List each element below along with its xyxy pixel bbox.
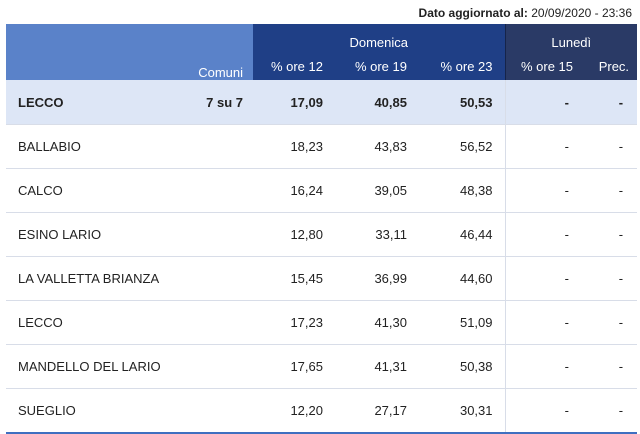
cell-ore-23: 56,52 xyxy=(419,124,506,169)
cell-ore-12: 17,65 xyxy=(253,344,335,389)
cell-name: MANDELLO DEL LARIO xyxy=(6,344,173,389)
cell-comuni xyxy=(173,124,253,169)
cell-name: SUEGLIO xyxy=(6,388,173,434)
table-row: LECCO 17,23 41,30 51,09- - xyxy=(6,300,638,345)
table-row: BALLABIO 18,23 43,83 56,52- - xyxy=(6,124,638,169)
header-blank xyxy=(6,24,173,80)
table-row: CALCO 16,24 39,05 48,38- - xyxy=(6,168,638,213)
cell-comuni xyxy=(173,300,253,345)
cell-prec: - xyxy=(583,388,638,434)
header-comuni: Comuni xyxy=(173,24,253,80)
table-body: LECCO 7 su 7 17,09 40,85 50,53 - - BALLA… xyxy=(6,80,638,434)
cell-ore-15: - xyxy=(504,124,584,169)
cell-ore-12: 15,45 xyxy=(253,256,335,301)
table-row: ESINO LARIO 12,80 33,11 46,44- - xyxy=(6,212,638,257)
cell-name: LA VALLETTA BRIANZA xyxy=(6,256,173,301)
cell-ore-23: 44,60 xyxy=(419,256,506,301)
cell-ore-23: 46,44 xyxy=(419,212,506,257)
cell-comuni: 7 su 7 xyxy=(173,80,253,125)
cell-prec: - xyxy=(583,168,638,213)
cell-ore-19: 43,83 xyxy=(335,124,419,169)
cell-ore-12: 12,80 xyxy=(253,212,335,257)
cell-ore-23: 30,31 xyxy=(419,388,506,434)
cell-ore-15: - xyxy=(504,80,584,125)
cell-ore-19: 41,30 xyxy=(335,300,419,345)
cell-ore-15: - xyxy=(504,168,584,213)
cell-ore-12: 12,20 xyxy=(253,388,335,434)
cell-prec: - xyxy=(583,344,638,389)
turnout-table: Comuni Domenica Lunedì % ore 12 % ore 19… xyxy=(6,24,638,434)
cell-ore-15: - xyxy=(504,388,584,434)
header-domenica: Domenica xyxy=(253,24,506,52)
cell-ore-12: 18,23 xyxy=(253,124,335,169)
cell-comuni xyxy=(173,168,253,213)
cell-ore-19: 39,05 xyxy=(335,168,419,213)
header-prec: Prec. xyxy=(583,52,638,80)
cell-ore-15: - xyxy=(504,212,584,257)
header-lunedi: Lunedì xyxy=(504,24,638,52)
table-row: SUEGLIO 12,20 27,17 30,31- - xyxy=(6,388,638,434)
cell-prec: - xyxy=(583,124,638,169)
cell-ore-23: 50,38 xyxy=(419,344,506,389)
cell-ore-12: 17,23 xyxy=(253,300,335,345)
cell-ore-12: 16,24 xyxy=(253,168,335,213)
update-timestamp: Dato aggiornato al: 20/09/2020 - 23:36 xyxy=(419,6,632,20)
table-row: MANDELLO DEL LARIO 17,65 41,31 50,38- - xyxy=(6,344,638,389)
table-row-total: LECCO 7 su 7 17,09 40,85 50,53 - - xyxy=(6,80,638,125)
cell-ore-15: - xyxy=(504,300,584,345)
cell-ore-19: 40,85 xyxy=(335,80,419,125)
cell-ore-15: - xyxy=(504,256,584,301)
cell-prec: - xyxy=(583,212,638,257)
cell-comuni xyxy=(173,388,253,434)
cell-name: LECCO xyxy=(6,80,173,125)
cell-ore-23: 48,38 xyxy=(419,168,506,213)
cell-name: BALLABIO xyxy=(6,124,173,169)
table-row: LA VALLETTA BRIANZA 15,45 36,99 44,60- - xyxy=(6,256,638,301)
cell-prec: - xyxy=(583,300,638,345)
cell-comuni xyxy=(173,256,253,301)
header-ore-12: % ore 12 xyxy=(253,52,335,80)
cell-ore-19: 33,11 xyxy=(335,212,419,257)
table-header: Comuni Domenica Lunedì % ore 12 % ore 19… xyxy=(6,24,638,80)
cell-name: LECCO xyxy=(6,300,173,345)
cell-ore-19: 27,17 xyxy=(335,388,419,434)
cell-ore-23: 51,09 xyxy=(419,300,506,345)
cell-name: CALCO xyxy=(6,168,173,213)
cell-comuni xyxy=(173,344,253,389)
cell-ore-19: 41,31 xyxy=(335,344,419,389)
update-label: Dato aggiornato al: xyxy=(418,6,528,20)
cell-prec: - xyxy=(583,80,638,125)
header-ore-19: % ore 19 xyxy=(335,52,419,80)
cell-prec: - xyxy=(583,256,638,301)
header-ore-23: % ore 23 xyxy=(419,52,506,80)
cell-ore-19: 36,99 xyxy=(335,256,419,301)
update-value: 20/09/2020 - 23:36 xyxy=(531,6,632,20)
cell-ore-12: 17,09 xyxy=(253,80,335,125)
cell-ore-15: - xyxy=(504,344,584,389)
header-ore-15: % ore 15 xyxy=(504,52,584,80)
cell-name: ESINO LARIO xyxy=(6,212,173,257)
update-info: Dato aggiornato al: 20/09/2020 - 23:36 xyxy=(0,0,640,24)
cell-comuni xyxy=(173,212,253,257)
header-comuni-label: Comuni xyxy=(198,65,243,80)
cell-ore-23: 50,53 xyxy=(419,80,506,125)
